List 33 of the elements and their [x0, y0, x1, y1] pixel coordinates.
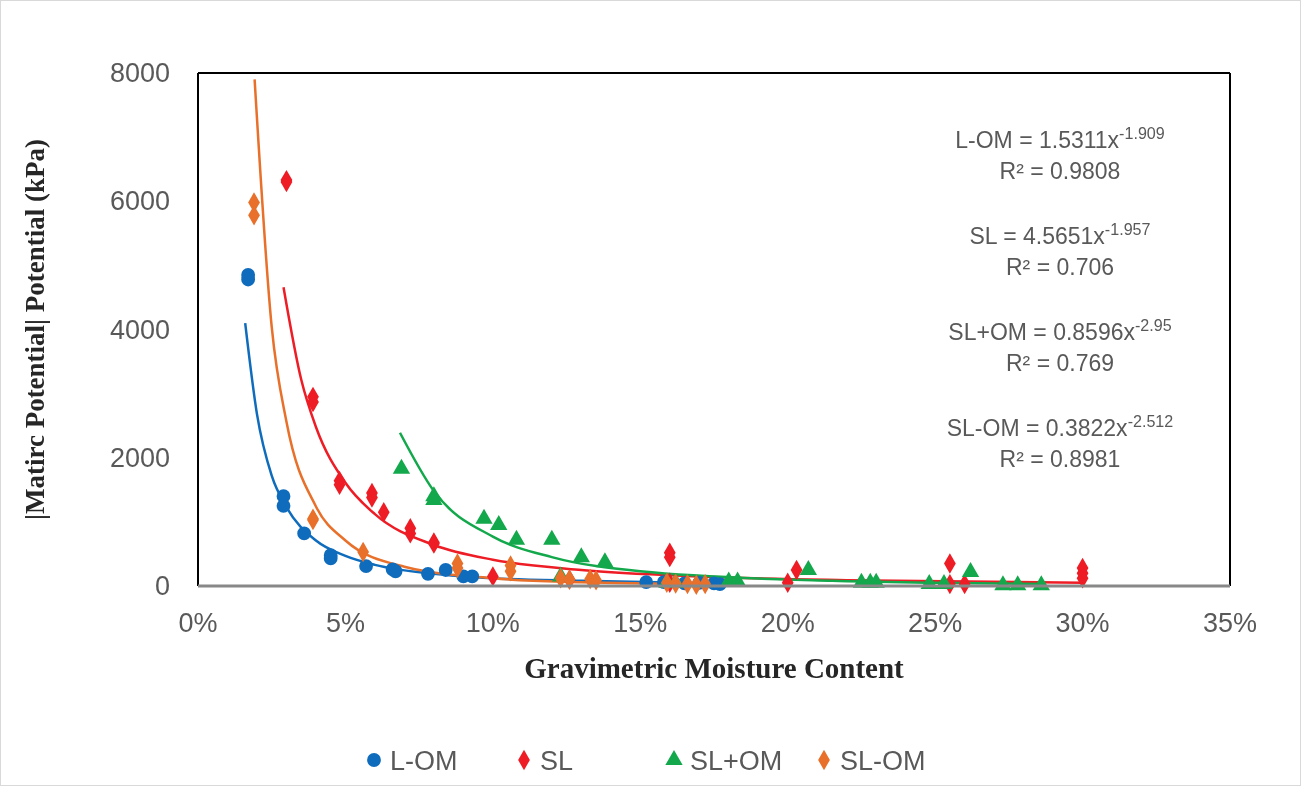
y-tick-label: 4000 — [109, 314, 170, 345]
annotation: R² = 0.706 — [1005, 254, 1115, 280]
annotation: SL = 4.5651x$^{-1.957}$ — [969, 220, 1151, 249]
y-axis-title: |Matirc Potential| Potential (kPa) — [20, 138, 50, 521]
x-tick-label: 35% — [1202, 608, 1258, 638]
x-tick-label: 5% — [325, 608, 365, 638]
annotation: R² = 0.769 — [1005, 350, 1115, 376]
point — [297, 526, 312, 541]
y-tick-label: 0 — [154, 571, 170, 601]
x-tick-label: 15% — [613, 608, 668, 638]
x-tick-label: 30% — [1055, 608, 1110, 638]
annotation: SL-OM = 0.3822x$^{-2.512}$ — [946, 412, 1174, 441]
x-axis-title: Gravimetric Moisture Content — [524, 652, 905, 684]
legend-label: SL-OM — [840, 746, 926, 776]
x-tick-label: 25% — [908, 608, 963, 638]
annotation: R² = 0.9808 — [999, 158, 1121, 184]
y-tick-label: 8000 — [109, 58, 170, 88]
legend-label: SL+OM — [690, 746, 783, 776]
annotation: R² = 0.8981 — [999, 446, 1121, 472]
annotation: L-OM = 1.5311x$^{-1.909}$ — [955, 124, 1165, 153]
point — [359, 559, 373, 574]
x-tick-label: 0% — [178, 608, 218, 638]
y-tick-label: 2000 — [109, 442, 170, 473]
annotation: SL+OM = 0.8596x$^{-2.95}$ — [948, 316, 1172, 345]
x-tick-label: 20% — [760, 608, 815, 638]
point — [421, 566, 435, 581]
point — [465, 569, 480, 584]
point — [490, 515, 508, 531]
legend-label: L-OM — [390, 746, 458, 776]
y-tick-label: 6000 — [109, 186, 170, 217]
legend-label: SL — [540, 746, 574, 776]
point — [438, 563, 453, 577]
x-tick-label: 10% — [465, 608, 520, 638]
